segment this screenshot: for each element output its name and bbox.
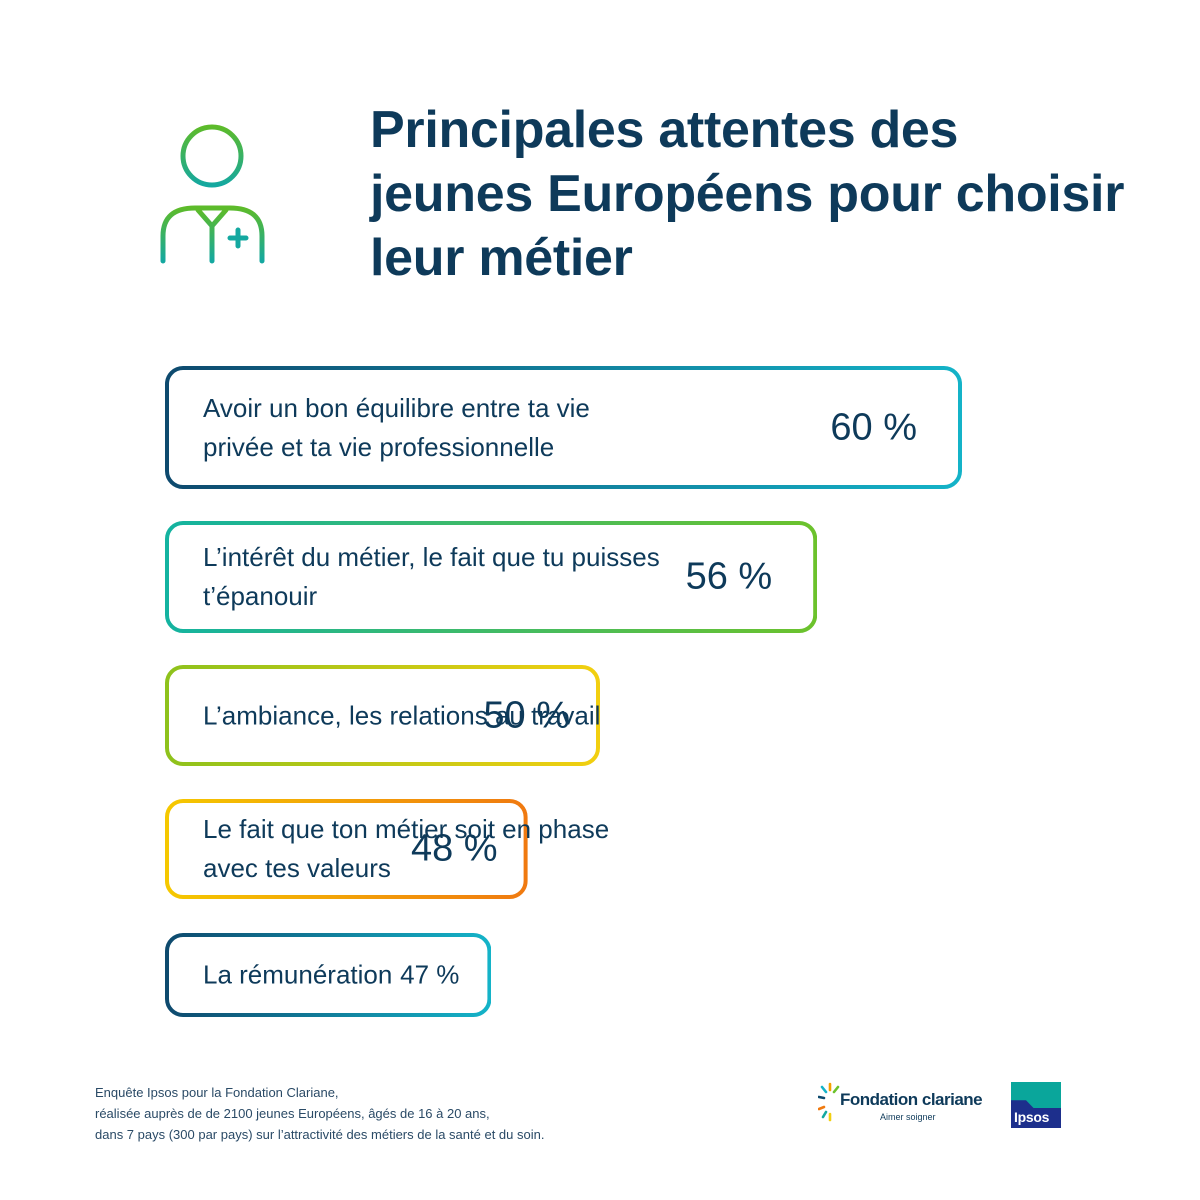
footnote-line: Enquête Ipsos pour la Fondation Clariane… — [95, 1082, 695, 1103]
ipsos-logo: Ipsos — [1011, 1082, 1061, 1128]
bar-label: L’ambiance, les relations au travail — [203, 696, 683, 735]
bar-card: L’intérêt du métier, le fait que tu puis… — [165, 521, 817, 633]
footnote: Enquête Ipsos pour la Fondation Clariane… — [95, 1082, 695, 1145]
bar-card: Le fait que ton métier soit en phase ave… — [165, 799, 528, 899]
bar-label: Le fait que ton métier soit en phase ave… — [203, 810, 613, 888]
ipsos-name: Ipsos — [1014, 1109, 1049, 1125]
fondation-name: Fondation clariane — [840, 1090, 982, 1110]
bar-label: L’intérêt du métier, le fait que tu puis… — [203, 538, 663, 616]
bar-card: L’ambiance, les relations au travail 50 % — [165, 665, 600, 766]
bar-value-label: 47 % — [400, 960, 459, 991]
bar-label: Avoir un bon équilibre entre ta vie priv… — [203, 389, 663, 467]
footnote-line: dans 7 pays (300 par pays) sur l’attract… — [95, 1124, 695, 1145]
sunburst-icon — [818, 1080, 842, 1130]
bar-value-label: 50 % — [483, 694, 570, 737]
footnote-line: réalisée auprès de de 2100 jeunes Europé… — [95, 1103, 695, 1124]
fondation-tagline: Aimer soigner — [880, 1112, 936, 1122]
bar-value-label: 60 % — [830, 406, 917, 449]
ipsos-mark-icon — [1011, 1082, 1061, 1108]
bar-value-label: 56 % — [686, 556, 773, 599]
bar-chart: Avoir un bon équilibre entre ta vie priv… — [0, 0, 1200, 1200]
fondation-clariane-logo: Fondation clariane Aimer soigner — [818, 1080, 968, 1130]
bar-card: La rémunération 47 % — [165, 933, 491, 1017]
bar-value-label: 48 % — [411, 828, 498, 871]
bar-card: Avoir un bon équilibre entre ta vie priv… — [165, 366, 962, 489]
